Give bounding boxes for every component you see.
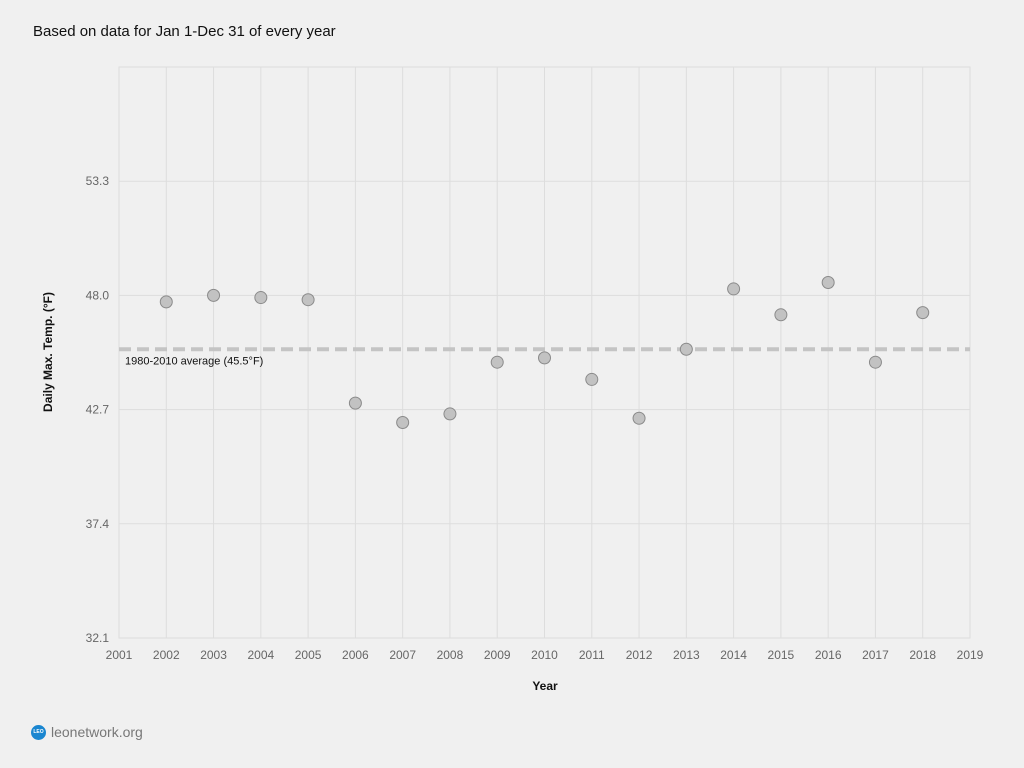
data-point	[159, 295, 173, 309]
data-point	[348, 396, 362, 410]
x-tick-label: 2005	[295, 648, 322, 662]
data-point	[490, 355, 504, 369]
y-tick-label: 42.7	[86, 403, 110, 417]
data-point	[443, 407, 457, 421]
chart-subtitle: Based on data for Jan 1-Dec 31 of every …	[33, 23, 336, 40]
y-tick-label: 48.0	[86, 288, 110, 302]
site-link[interactable]: leonetwork.org	[51, 724, 143, 740]
y-tick-label: 53.3	[86, 174, 110, 188]
data-point	[207, 288, 221, 302]
y-tick-label: 32.1	[86, 631, 110, 645]
x-tick-label: 2006	[342, 648, 369, 662]
x-tick-label: 2010	[531, 648, 558, 662]
data-point	[868, 355, 882, 369]
x-tick-label: 2001	[106, 648, 133, 662]
data-point	[301, 293, 315, 307]
data-point	[585, 372, 599, 386]
data-point	[254, 291, 268, 305]
x-tick-label: 2017	[862, 648, 889, 662]
x-tick-label: 2013	[673, 648, 700, 662]
x-tick-label: 2014	[720, 648, 747, 662]
x-tick-label: 2009	[484, 648, 511, 662]
data-point	[916, 306, 930, 320]
y-axis-title: Daily Max. Temp. (°F)	[41, 292, 55, 412]
x-tick-label: 2019	[957, 648, 984, 662]
x-axis-title: Year	[532, 679, 558, 693]
x-tick-label: 2004	[247, 648, 274, 662]
footer: LEO leonetwork.org	[31, 724, 143, 740]
data-point	[727, 282, 741, 296]
data-point	[396, 416, 410, 430]
x-tick-label: 2008	[437, 648, 464, 662]
x-tick-label: 2016	[815, 648, 842, 662]
data-point	[538, 351, 551, 365]
average-line-label: 1980-2010 average (45.5°F)	[125, 355, 263, 367]
data-point	[679, 342, 693, 356]
y-tick-label: 37.4	[86, 517, 110, 531]
x-tick-label: 2007	[389, 648, 416, 662]
x-tick-label: 2018	[909, 648, 936, 662]
x-tick-label: 2003	[200, 648, 227, 662]
x-tick-label: 2012	[626, 648, 653, 662]
x-tick-label: 2011	[579, 648, 605, 662]
data-point	[821, 275, 835, 289]
data-point	[774, 308, 788, 322]
leo-logo-icon: LEO	[31, 724, 46, 740]
x-tick-label: 2015	[768, 648, 795, 662]
data-point	[632, 411, 646, 425]
x-tick-label: 2002	[153, 648, 180, 662]
